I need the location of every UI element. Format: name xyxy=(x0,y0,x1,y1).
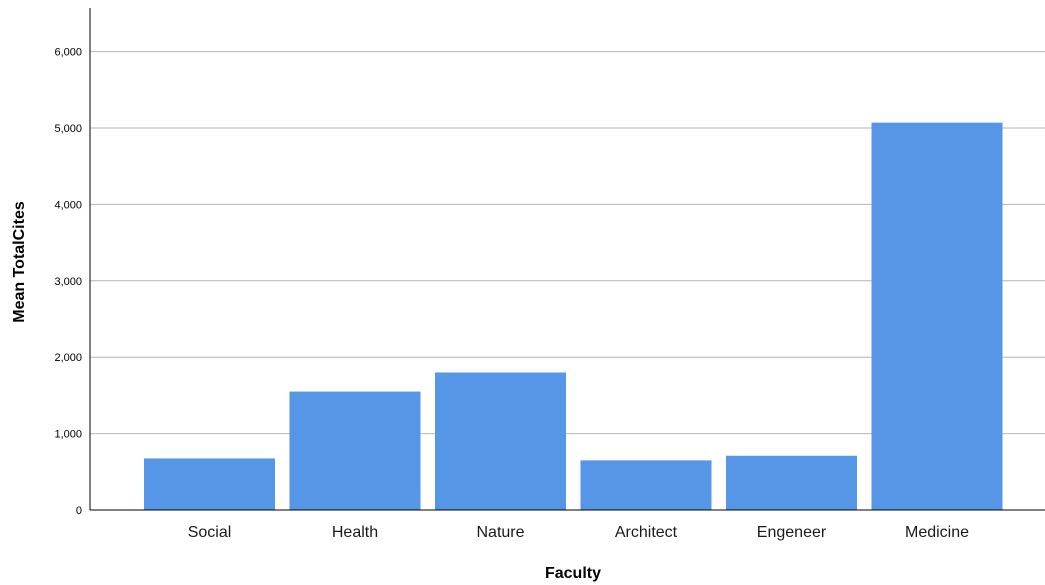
y-tick-label: 5,000 xyxy=(54,123,82,135)
x-tick-labels: Social Health Nature Architect Engeneer Medic… xyxy=(188,524,969,541)
bars xyxy=(144,122,1003,510)
x-tick-label: Nature xyxy=(476,524,524,541)
y-tick-label: 3,000 xyxy=(54,276,82,288)
bar-architect xyxy=(580,460,712,510)
bar-medicine xyxy=(871,122,1003,510)
bar-engeneer xyxy=(726,455,857,510)
x-tick-label: Social xyxy=(188,524,232,541)
y-tick-labels: 0 1,000 2,000 3,000 4,000 5,000 6,000 xyxy=(54,47,82,517)
bar-social xyxy=(144,458,275,510)
x-tick-label: Health xyxy=(332,524,378,541)
y-tick-label: 0 xyxy=(76,505,82,517)
x-tick-label: Architect xyxy=(615,524,678,541)
x-tick-label: Engeneer xyxy=(757,524,827,541)
y-tick-label: 6,000 xyxy=(54,47,82,59)
x-tick-label: Medicine xyxy=(905,524,969,541)
x-axis-title: Faculty xyxy=(545,565,601,582)
y-axis-title: Mean TotalCites xyxy=(11,201,28,323)
y-tick-label: 4,000 xyxy=(54,199,82,211)
axes xyxy=(89,8,1045,511)
bar-nature xyxy=(435,372,566,510)
y-tick-label: 1,000 xyxy=(54,429,82,441)
bar-health xyxy=(289,391,421,510)
y-tick-label: 2,000 xyxy=(54,352,82,364)
